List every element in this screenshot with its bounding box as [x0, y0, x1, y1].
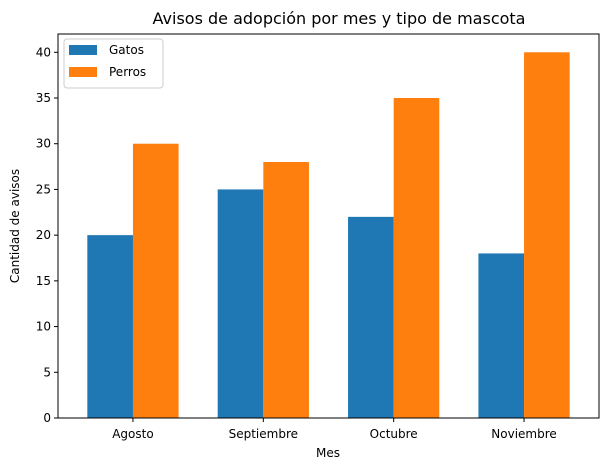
- bar-gatos-septiembre: [217, 189, 264, 418]
- bars-layer: [87, 52, 570, 419]
- y-axis-label: Cantidad de avisos: [8, 169, 22, 283]
- legend: Gatos Perros: [63, 38, 164, 89]
- y-tick-label-30: 30: [36, 137, 51, 151]
- x-tick-label-agosto: Agosto: [112, 427, 153, 441]
- y-tick-label-15: 15: [36, 274, 51, 288]
- y-tick-label-5: 5: [43, 365, 51, 379]
- y-tick-label-20: 20: [36, 228, 51, 242]
- chart-title: Avisos de adopción por mes y tipo de mas…: [153, 9, 526, 28]
- x-axis-ticks: Agosto Septiembre Octubre Noviembre: [112, 418, 557, 441]
- legend-swatch-gatos: [69, 45, 97, 55]
- legend-label-perros: Perros: [109, 65, 146, 79]
- bar-perros-agosto: [132, 143, 179, 418]
- bar-gatos-agosto: [87, 235, 133, 418]
- y-axis-ticks: 0 5 10 15 20 25 30 35 40: [36, 45, 58, 425]
- bar-perros-septiembre: [263, 162, 309, 418]
- y-tick-label-10: 10: [36, 320, 51, 334]
- y-tick-label-40: 40: [36, 45, 51, 59]
- y-tick-label-0: 0: [43, 411, 51, 425]
- x-tick-label-septiembre: Septiembre: [229, 427, 298, 441]
- plot-area: 0 5 10 15 20 25 30 35 40 Agosto Septiembre Octubre…: [36, 33, 600, 441]
- bar-gatos-octubre: [348, 216, 394, 418]
- x-axis-label: Mes: [316, 446, 340, 460]
- x-tick-label-noviembre: Noviembre: [491, 427, 557, 441]
- y-tick-label-25: 25: [36, 182, 51, 196]
- bar-perros-noviembre: [524, 52, 570, 419]
- y-tick-label-35: 35: [36, 91, 51, 105]
- x-tick-label-octubre: Octubre: [370, 427, 418, 441]
- plot-frame: [57, 33, 600, 419]
- legend-label-gatos: Gatos: [109, 43, 144, 57]
- bar-perros-octubre: [393, 98, 440, 418]
- bar-gatos-noviembre: [478, 253, 525, 418]
- legend-swatch-perros: [69, 67, 97, 77]
